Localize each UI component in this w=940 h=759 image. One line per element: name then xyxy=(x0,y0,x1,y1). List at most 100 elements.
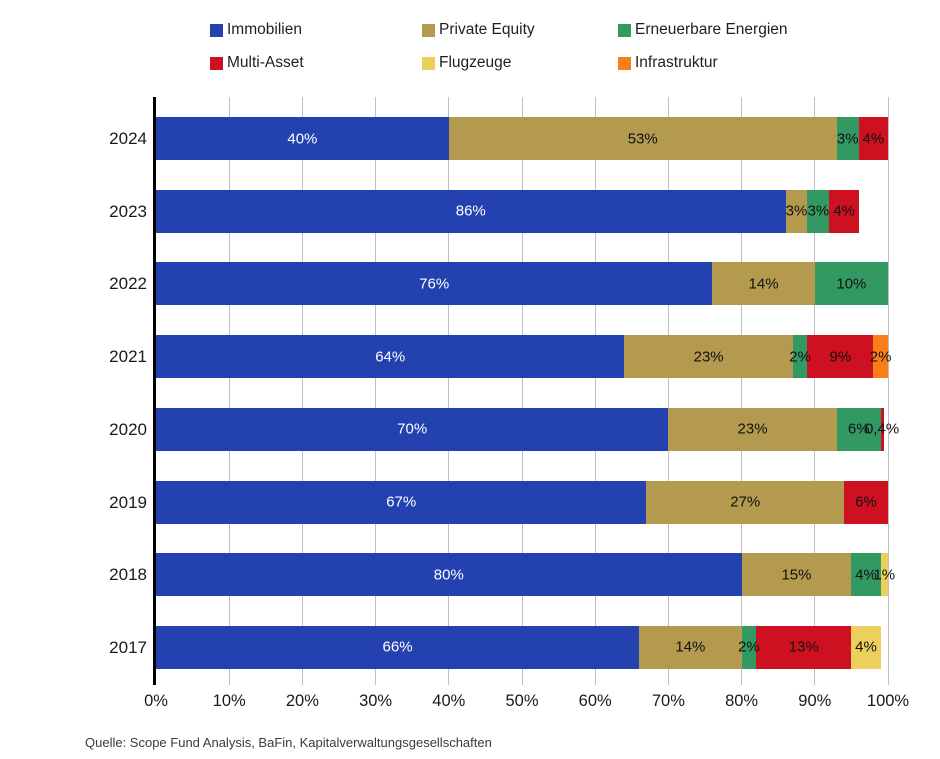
bar-segment: 4% xyxy=(829,189,859,233)
chart-legend: Immobilien Private Equity Erneuerbare Ener… xyxy=(0,0,940,90)
bar-segment: 23% xyxy=(668,407,837,451)
bar-segment-label: 4% xyxy=(833,202,855,220)
legend-label: Erneuerbare Energien xyxy=(635,21,788,38)
x-tick-label: 10% xyxy=(212,692,246,710)
x-tick-label: 100% xyxy=(866,692,910,710)
year-label: 2022 xyxy=(109,274,147,294)
legend-item: Immobilien xyxy=(210,20,302,40)
bar-segment-label: 23% xyxy=(737,420,768,438)
bar-segment-label: 66% xyxy=(382,638,413,656)
bar-segment: 27% xyxy=(646,480,845,524)
bar-segment: 6% xyxy=(836,407,881,451)
plot-area: 40% 53% 3% 4% 86% 3% 3% 4% 76% 14% 10% 64% 23% 2% 9% 2%… xyxy=(156,97,899,685)
year-label: 2018 xyxy=(109,565,147,585)
bar-segment: 67% xyxy=(156,480,647,524)
bar-segment: 64% xyxy=(156,335,625,379)
bar-segment: 6% xyxy=(844,480,888,524)
bar-segment-label: 2% xyxy=(738,638,760,656)
x-tick-label: 20% xyxy=(285,692,319,710)
gridline xyxy=(448,97,450,685)
bar-segment-label: 67% xyxy=(386,493,417,511)
bar-segment-label: 3% xyxy=(836,130,859,147)
bar-segment: 3% xyxy=(836,117,859,160)
bar-segment-label: 9% xyxy=(829,348,852,366)
bar-segment-label: 23% xyxy=(693,348,724,366)
bar-segment-label: 4% xyxy=(855,638,877,656)
bar-segment-label: 86% xyxy=(455,202,486,220)
bar-segment: 70% xyxy=(156,407,669,451)
year-label: 2019 xyxy=(109,492,147,512)
bar-segment-label: 3% xyxy=(807,202,830,220)
legend-item: Flugzeuge xyxy=(422,53,511,73)
bar-segment: 86% xyxy=(156,189,786,233)
bar-segment: 9% xyxy=(807,335,874,379)
bar-row: 70% 23% 6% 0,4% xyxy=(156,407,899,451)
bar-segment-label: 27% xyxy=(730,493,761,511)
bar-segment: 40% xyxy=(156,117,449,160)
bar-segment-label: 2% xyxy=(869,348,892,366)
bar-row: 80% 15% 4% 1% xyxy=(156,553,895,597)
bar-segment: 23% xyxy=(624,335,793,379)
legend-item: Infrastruktur xyxy=(618,53,718,73)
bar-segment-label: 1% xyxy=(873,566,896,584)
bar-segment-label: 6% xyxy=(855,493,877,511)
legend-item: Multi-Asset xyxy=(210,53,304,73)
bar-segment: 2% xyxy=(789,335,811,379)
bar-segment-label: 0,4% xyxy=(865,420,900,438)
x-tick-label: 90% xyxy=(798,692,832,710)
bar-segment-label: 64% xyxy=(375,348,406,366)
gridline xyxy=(594,97,596,685)
bar-row: 64% 23% 2% 9% 2% xyxy=(156,335,891,379)
bar-segment: 14% xyxy=(639,625,742,669)
legend-item: Private Equity xyxy=(422,20,535,40)
bar-segment-label: 3% xyxy=(785,202,808,220)
bar-segment: 2% xyxy=(870,335,891,379)
bar-segment-label: 40% xyxy=(287,130,318,147)
gridline xyxy=(521,97,523,685)
legend-label: Immobilien xyxy=(227,21,302,38)
bar-segment-label: 70% xyxy=(397,420,428,438)
x-tick-label: 30% xyxy=(359,692,393,710)
legend-item: Erneuerbare Energien xyxy=(618,20,788,40)
bar-segment: 1% xyxy=(873,553,895,597)
legend-swatch-icon xyxy=(422,56,435,70)
gridline xyxy=(301,97,303,685)
bar-segment-label: 53% xyxy=(627,130,658,147)
gridline xyxy=(375,97,377,685)
x-tick-label: 50% xyxy=(505,692,539,710)
year-label: 2017 xyxy=(109,637,147,657)
y-axis-category-labels: 2024 2023 2022 2021 2020 2019 2018 2017 xyxy=(60,97,147,685)
bar-segment-label: 13% xyxy=(788,638,819,656)
gridline xyxy=(667,97,669,685)
bar-segment-label: 6% xyxy=(847,420,870,438)
legend-swatch-icon xyxy=(210,23,223,37)
x-tick-label: 60% xyxy=(578,692,612,710)
year-label: 2023 xyxy=(109,201,147,221)
bar-row: 76% 14% 10% xyxy=(156,262,888,306)
year-label: 2021 xyxy=(109,347,147,367)
bar-segment: 4% xyxy=(851,625,881,669)
year-label: 2024 xyxy=(109,129,147,148)
x-tick-label: 40% xyxy=(432,692,466,710)
bar-segment: 10% xyxy=(814,262,888,306)
bar-segment-label: 76% xyxy=(419,275,450,293)
bar-segment-label: 2% xyxy=(789,348,811,366)
legend-swatch-icon xyxy=(422,23,435,37)
gridline xyxy=(228,97,230,685)
bar-segment: 4% xyxy=(858,117,888,160)
legend-swatch-icon xyxy=(210,56,223,70)
bar-segment-label: 4% xyxy=(862,130,885,147)
x-tick-label: 70% xyxy=(651,692,685,710)
legend-label: Multi-Asset xyxy=(227,54,304,71)
bar-row: 86% 3% 3% 4% xyxy=(156,189,888,233)
bar-segment: 14% xyxy=(712,262,815,306)
bar-segment: 66% xyxy=(156,625,640,669)
x-axis-tick-labels: 0% 10% 20% 30% 40% 50% 60% 70% 80% 90% 100% xyxy=(144,692,909,714)
gridline xyxy=(814,97,816,685)
bar-segment: 13% xyxy=(756,625,852,669)
bar-segment-label: 14% xyxy=(675,638,706,656)
legend-label: Flugzeuge xyxy=(439,54,512,71)
legend-swatch-icon xyxy=(618,23,631,37)
bar-segment-label: 15% xyxy=(781,566,812,584)
bar-row: 67% 27% 6% xyxy=(156,480,888,524)
